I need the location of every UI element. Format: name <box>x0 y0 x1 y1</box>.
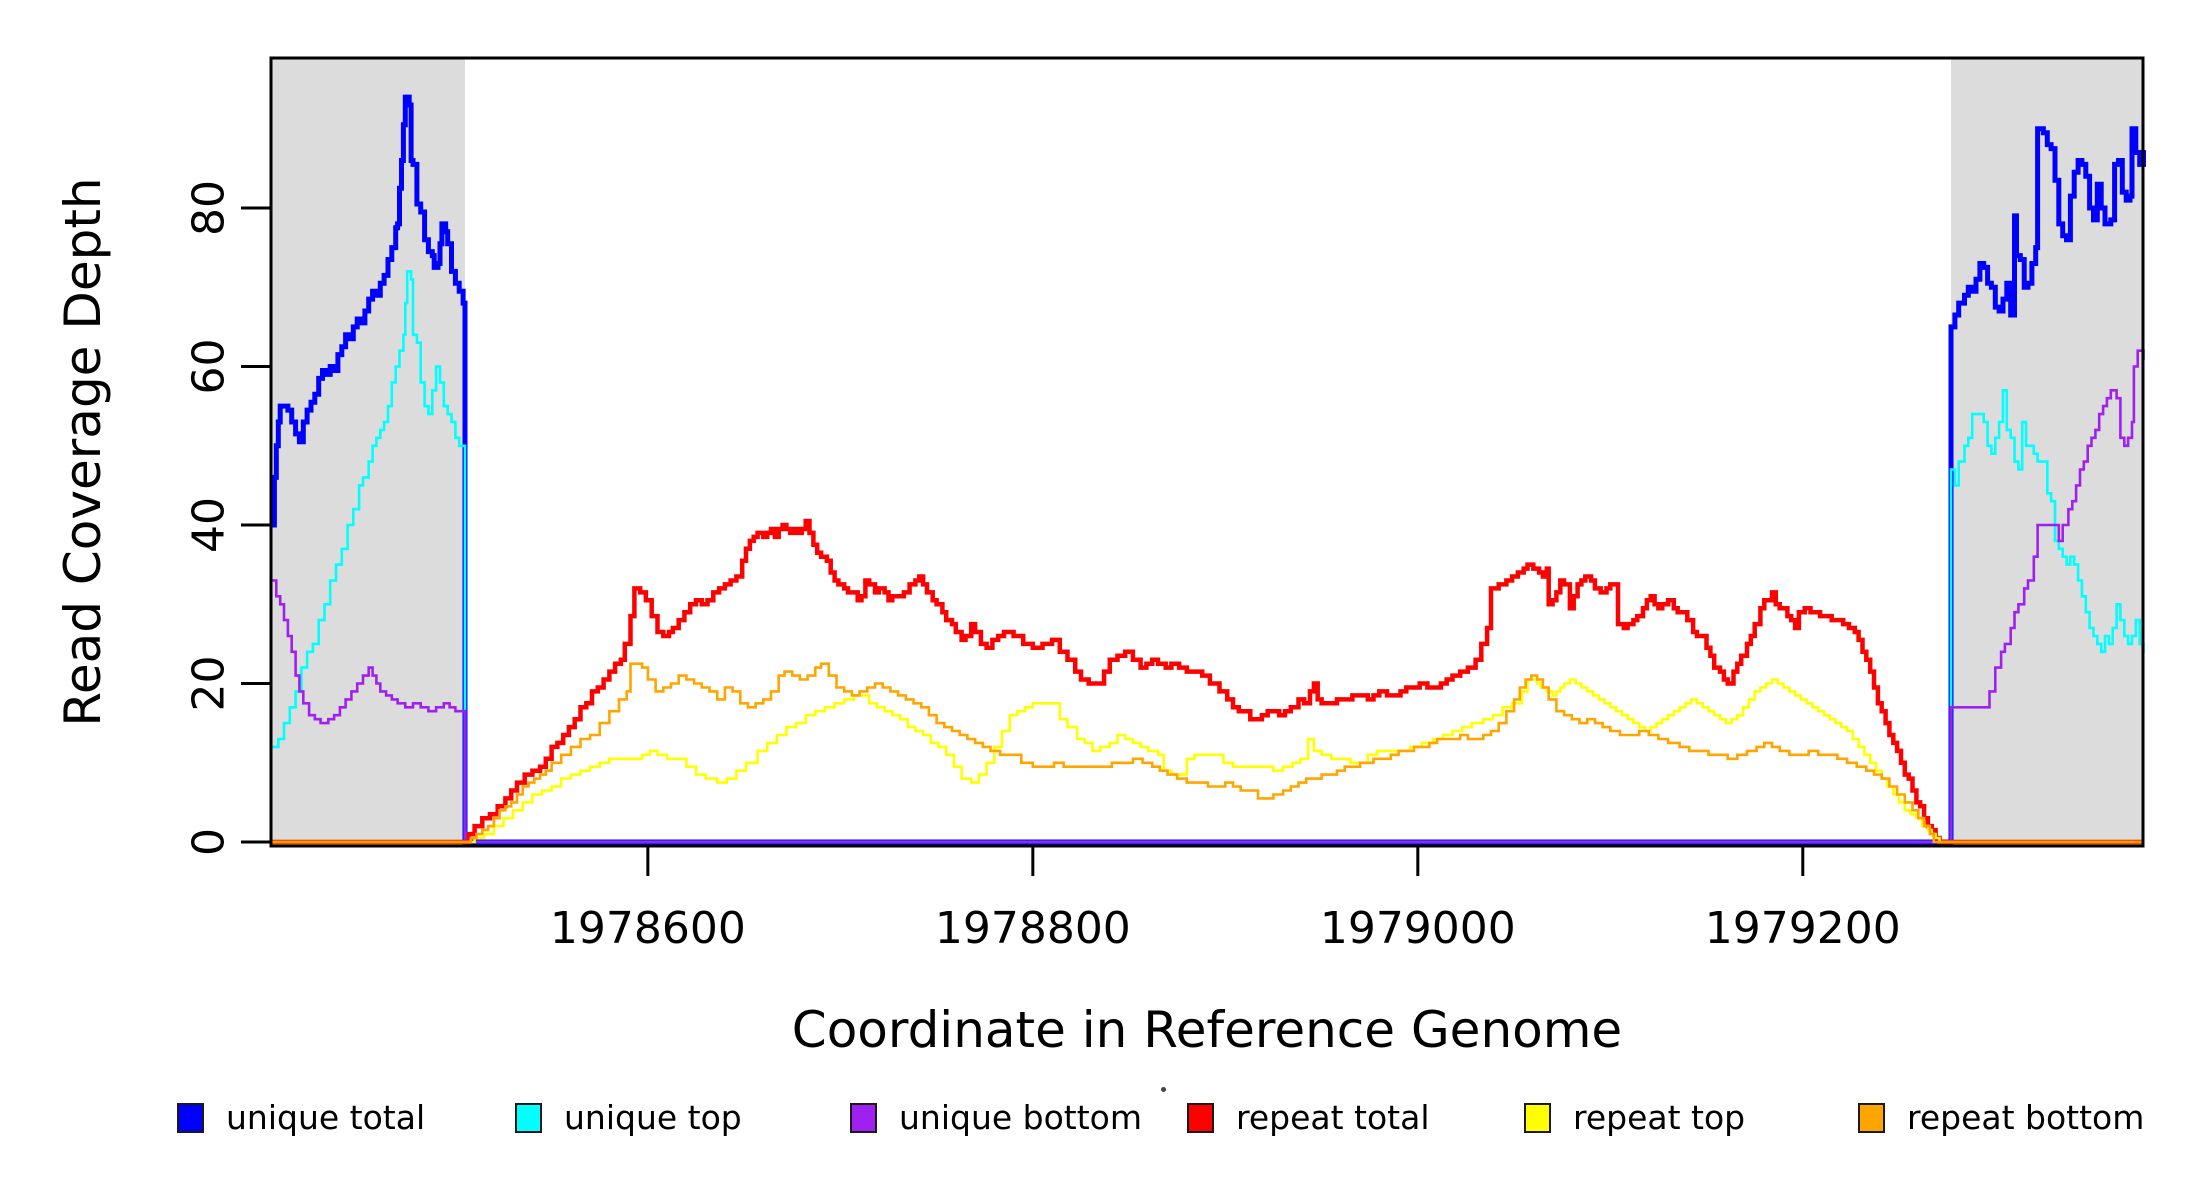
series-lines <box>271 94 2146 845</box>
legend-item-repeat-total: repeat total <box>1187 1098 1430 1137</box>
y-tick-label: 20 <box>184 656 235 712</box>
shaded-region-1 <box>1951 59 2142 845</box>
x-axis-title: Coordinate in Reference Genome <box>792 1001 1622 1059</box>
legend-label: unique bottom <box>899 1098 1143 1137</box>
legend-label: repeat top <box>1573 1098 1746 1137</box>
legend-item-repeat-bottom: repeat bottom <box>1858 1098 2144 1137</box>
y-axis-title: Read Coverage Depth <box>54 177 112 726</box>
series-line-repeat-total <box>272 518 2142 845</box>
series-line-unique-top <box>272 270 2145 844</box>
x-tick-label: 1979000 <box>1320 903 1516 954</box>
series-line-unique-total <box>271 94 2146 845</box>
legend-swatch-repeat-top <box>1524 1102 1551 1133</box>
legend-swatch-repeat-bottom <box>1858 1102 1885 1133</box>
x-tick-label: 1978600 <box>550 903 746 954</box>
plot-box <box>269 56 2145 848</box>
x-tick-label: 1978800 <box>935 903 1131 954</box>
legend: unique total unique top unique bottom re… <box>0 1098 2200 1158</box>
y-tick-label: 60 <box>184 339 235 395</box>
legend-swatch-unique-bottom <box>850 1102 877 1133</box>
legend-label: unique top <box>564 1098 742 1137</box>
y-tick-label: 0 <box>184 828 235 856</box>
y-tick-label: 40 <box>184 497 235 553</box>
legend-swatch-unique-top <box>515 1102 542 1133</box>
legend-swatch-repeat-total <box>1187 1102 1214 1133</box>
legend-label: repeat total <box>1236 1098 1430 1137</box>
series-line-unique-bottom <box>272 349 2145 844</box>
legend-item-unique-top: unique top <box>515 1098 742 1137</box>
legend-label: repeat bottom <box>1907 1098 2145 1137</box>
series-line-repeat-top <box>272 678 2142 844</box>
stray-point-artifact <box>1161 1087 1166 1092</box>
x-tick-label: 1979200 <box>1705 903 1901 954</box>
legend-label: unique total <box>226 1098 426 1137</box>
shaded-region-0 <box>272 59 465 845</box>
axes: 1978600 1978800 1979000 1979200 0 20 40 60 80 <box>184 180 1901 954</box>
shaded-regions <box>272 59 2142 845</box>
y-tick-label: 80 <box>184 180 235 236</box>
plot-border <box>269 56 2145 848</box>
legend-item-unique-bottom: unique bottom <box>850 1098 1142 1137</box>
series-line-repeat-bottom <box>272 662 2142 844</box>
legend-item-unique-total: unique total <box>177 1098 425 1137</box>
legend-swatch-unique-total <box>177 1102 204 1133</box>
legend-item-repeat-top: repeat top <box>1524 1098 1745 1137</box>
